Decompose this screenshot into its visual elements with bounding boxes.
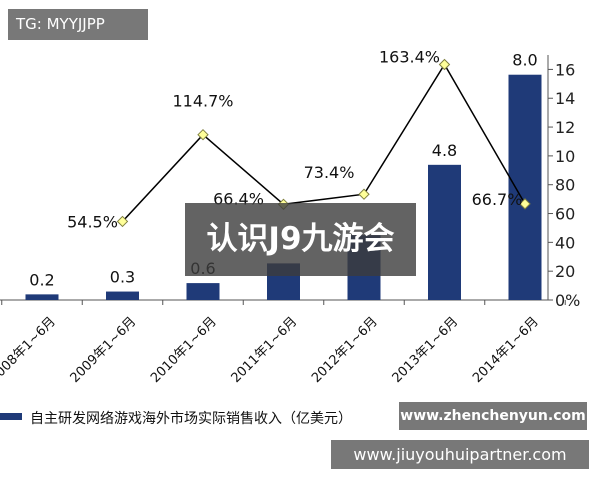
right-axis-tick-label: 12 bbox=[555, 118, 575, 137]
growth-value-label: 54.5% bbox=[67, 212, 118, 231]
right-axis-tick-label: 14 bbox=[555, 89, 575, 108]
bar-value-label: 4.8 bbox=[432, 141, 457, 160]
right-axis-tick-label: 10 bbox=[555, 147, 575, 166]
legend-swatch bbox=[0, 413, 22, 420]
x-tick-label: 2010年1~6月 bbox=[148, 314, 220, 386]
right-axis-tick-label: 40 bbox=[555, 233, 575, 252]
growth-marker bbox=[358, 188, 370, 200]
right-axis-tick-label: 0% bbox=[555, 291, 580, 310]
legend-label: 自主研发网络游戏海外市场实际销售收入（亿美元） bbox=[30, 410, 352, 427]
legend: 自主研发网络游戏海外市场实际销售收入（亿美元） bbox=[0, 410, 352, 427]
growth-value-label: 163.4% bbox=[379, 48, 440, 67]
right-axis-tick-label: 16 bbox=[555, 60, 575, 79]
growth-marker bbox=[197, 128, 209, 141]
title-banner: 认识J9九游会 bbox=[185, 203, 416, 276]
growth-marker bbox=[438, 58, 451, 71]
growth-value-label: 73.4% bbox=[304, 163, 355, 182]
x-tick-label: 2009年1~6月 bbox=[68, 314, 140, 386]
bar bbox=[25, 294, 59, 300]
growth-marker bbox=[519, 198, 531, 210]
bar bbox=[508, 74, 542, 300]
watermark-url: www.zhenchenyun.com bbox=[399, 402, 587, 430]
growth-line bbox=[121, 63, 526, 222]
x-tick-label: 2008年1~6月 bbox=[0, 314, 59, 386]
watermark-url-secondary: www.jiuyouhuipartner.com bbox=[331, 440, 589, 469]
x-tick-label: 2013年1~6月 bbox=[390, 314, 462, 386]
right-axis-tick-label: 20 bbox=[555, 262, 575, 281]
growth-value-label: 114.7% bbox=[172, 92, 233, 111]
tg-label: TG: MYYJJPP bbox=[8, 9, 148, 40]
bar-value-label: 0.2 bbox=[29, 270, 54, 289]
bar bbox=[186, 283, 220, 300]
growth-value-label: 66.7% bbox=[472, 190, 523, 209]
bar-value-label: 0.3 bbox=[110, 268, 135, 287]
right-axis-tick-label: 60 bbox=[555, 205, 575, 224]
bar-value-label: 8.0 bbox=[512, 51, 537, 70]
x-tick-label: 2014年1~6月 bbox=[470, 314, 542, 386]
growth-marker bbox=[116, 215, 129, 228]
x-tick-label: 2012年1~6月 bbox=[309, 314, 381, 386]
right-axis-tick-label: 80 bbox=[555, 176, 575, 195]
bar bbox=[428, 164, 461, 300]
x-tick-label: 2011年1~6月 bbox=[229, 314, 301, 386]
bar bbox=[106, 291, 139, 300]
